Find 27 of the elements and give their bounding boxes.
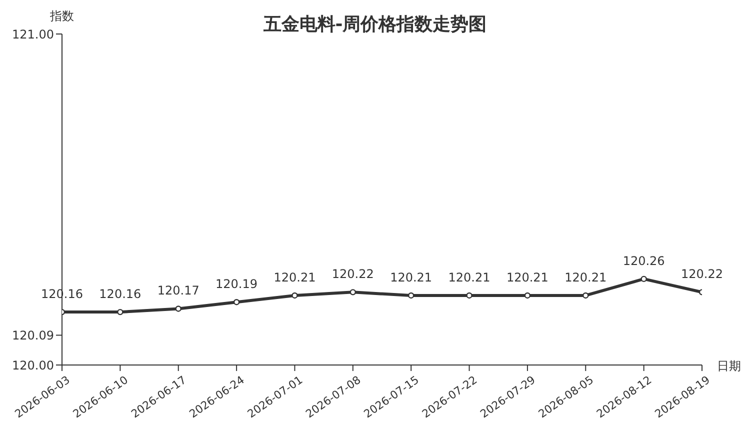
point [408, 292, 414, 299]
y-tick-label: 121.00 [12, 27, 54, 42]
data-label: 120.21 [448, 270, 490, 284]
data-label: 120.21 [564, 270, 607, 284]
y-tick-label: 120.00 [12, 358, 54, 372]
data-label: 120.21 [390, 270, 432, 284]
point [582, 292, 589, 299]
point [466, 292, 472, 299]
data-label: 120.19 [216, 277, 258, 292]
point [117, 308, 124, 316]
point [350, 289, 356, 296]
data-label: 120.17 [157, 284, 200, 298]
y-tick-label: 120.09 [12, 328, 54, 342]
chart-title: 五金电料-周价格指数走势图 [263, 14, 487, 35]
point [175, 306, 182, 312]
x-axis-title: 日期 [717, 358, 741, 375]
data-label: 120.21 [274, 270, 316, 284]
data-label: 120.22 [681, 267, 723, 282]
data-label: 120.26 [622, 254, 665, 268]
point [524, 292, 531, 299]
point [233, 299, 240, 306]
point [292, 292, 298, 299]
data-label: 120.16 [99, 287, 142, 302]
data-label: 120.21 [506, 270, 548, 284]
point [640, 276, 647, 282]
y-axis-title: 指数 [50, 8, 74, 25]
data-label: 120.22 [332, 267, 374, 282]
